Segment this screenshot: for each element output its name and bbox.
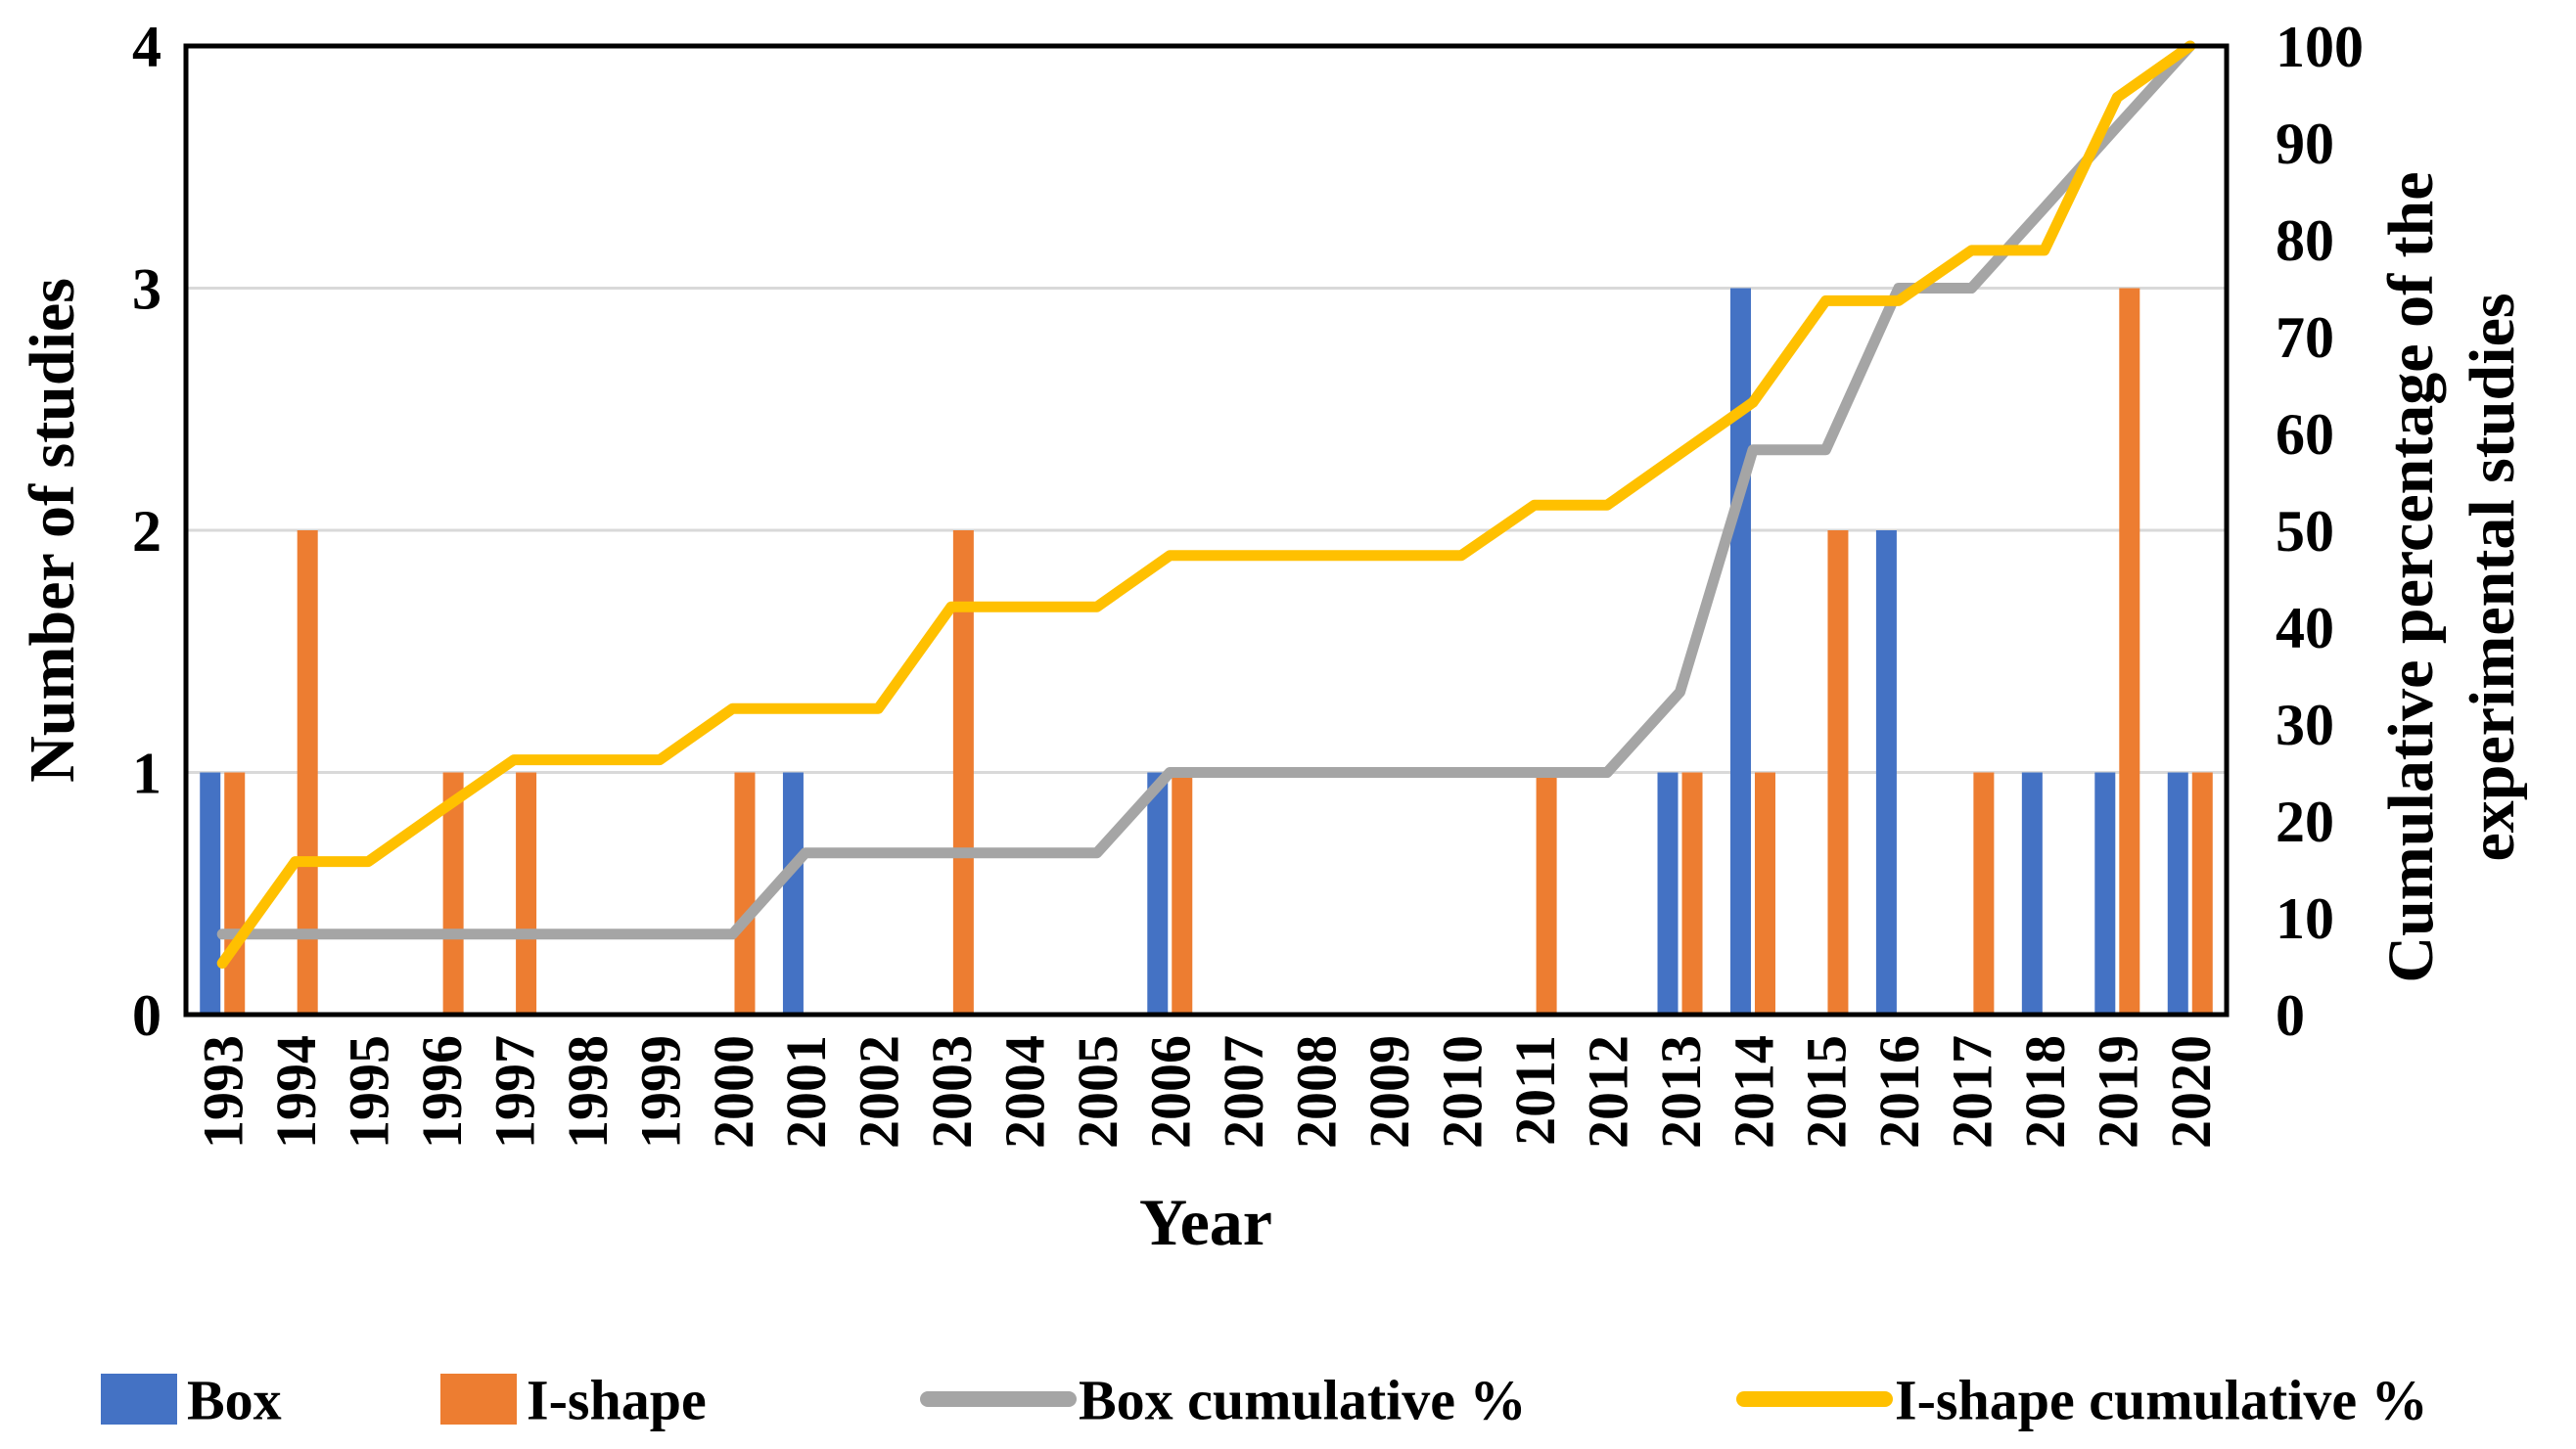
year-label-2000: 2000 — [702, 1035, 765, 1149]
legend: Box I-shape Box cumulative % I-shape cum… — [101, 1368, 2428, 1431]
legend-item-ishape-cumulative: I-shape cumulative % — [1736, 1368, 2428, 1431]
left-tick-3: 3 — [132, 257, 161, 322]
left-tick-2: 2 — [132, 499, 161, 564]
bar-i-shape-2020 — [2191, 772, 2213, 1015]
legend-label-ishape-cumulative: I-shape cumulative % — [1895, 1368, 2428, 1431]
right-axis-title-line1: Cumulative percentage of the — [2375, 171, 2447, 982]
year-label-1999: 1999 — [628, 1035, 692, 1149]
right-tick-50: 50 — [2276, 499, 2334, 564]
bar-i-shape-1993 — [224, 772, 246, 1015]
right-tick-100: 100 — [2276, 15, 2364, 79]
year-label-2017: 2017 — [1941, 1035, 2004, 1149]
year-label-2005: 2005 — [1066, 1035, 1129, 1149]
year-label-1998: 1998 — [556, 1035, 620, 1149]
year-label-1994: 1994 — [264, 1035, 328, 1149]
right-tick-40: 40 — [2276, 596, 2334, 660]
right-tick-90: 90 — [2276, 112, 2334, 176]
bar-i-shape-1997 — [516, 772, 537, 1015]
bar-box-1993 — [200, 772, 221, 1015]
bar-i-shape-2006 — [1172, 772, 1193, 1015]
year-label-2020: 2020 — [2159, 1035, 2223, 1149]
bar-i-shape-2015 — [1827, 530, 1849, 1015]
bar-i-shape-1996 — [442, 772, 464, 1015]
year-label-2016: 2016 — [1867, 1035, 1931, 1149]
bar-i-shape-2014 — [1754, 772, 1775, 1015]
bar-box-2006 — [1147, 772, 1169, 1015]
legend-label-box: Box — [187, 1368, 282, 1431]
x-axis-title: Year — [1139, 1185, 1272, 1259]
year-label-2001: 2001 — [774, 1035, 838, 1149]
year-label-1993: 1993 — [192, 1035, 255, 1149]
box-swatch-icon — [101, 1374, 177, 1425]
year-label-2014: 2014 — [1722, 1035, 1785, 1149]
year-label-2013: 2013 — [1649, 1035, 1713, 1149]
right-tick-0: 0 — [2276, 983, 2305, 1048]
bar-box-2001 — [782, 772, 804, 1015]
bar-box-2016 — [1875, 530, 1897, 1015]
left-axis-ticks: 0 1 2 3 4 — [132, 15, 161, 1048]
bar-i-shape-2019 — [2119, 288, 2140, 1015]
year-label-2007: 2007 — [1212, 1035, 1275, 1149]
right-tick-30: 30 — [2276, 693, 2334, 757]
year-label-1996: 1996 — [410, 1035, 474, 1149]
right-tick-80: 80 — [2276, 208, 2334, 273]
year-label-2006: 2006 — [1139, 1035, 1203, 1149]
x-axis-year-labels: 1993 1994 1995 1996 1997 1998 1999 2000 2001 2002… — [192, 1035, 2224, 1149]
legend-item-ishape: I-shape — [440, 1368, 707, 1431]
ishape-swatch-icon — [440, 1374, 517, 1425]
bar-box-2019 — [2094, 772, 2116, 1015]
year-label-2008: 2008 — [1285, 1035, 1349, 1149]
bar-box-2020 — [2167, 772, 2188, 1015]
bar-box-2013 — [1657, 772, 1679, 1015]
legend-label-box-cumulative: Box cumulative % — [1079, 1368, 1527, 1431]
right-axis-title-line2: experimental studies — [2457, 293, 2528, 861]
bar-i-shape-2013 — [1681, 772, 1703, 1015]
year-label-2003: 2003 — [920, 1035, 984, 1149]
bar-box-2018 — [2021, 772, 2043, 1015]
legend-label-ishape: I-shape — [527, 1368, 707, 1431]
bar-i-shape-2017 — [1973, 772, 1995, 1015]
bar-i-shape-2003 — [952, 530, 974, 1015]
left-tick-1: 1 — [132, 742, 161, 806]
right-axis-ticks: 0 10 20 30 40 50 60 70 80 90 100 — [2276, 15, 2364, 1048]
year-label-2009: 2009 — [1357, 1035, 1421, 1149]
year-label-1997: 1997 — [483, 1035, 546, 1149]
right-tick-10: 10 — [2276, 886, 2334, 951]
year-label-2010: 2010 — [1430, 1035, 1494, 1149]
right-tick-70: 70 — [2276, 305, 2334, 370]
year-label-2018: 2018 — [2013, 1035, 2077, 1149]
bar-box-2014 — [1729, 288, 1751, 1015]
left-axis-title: Number of studies — [17, 278, 88, 783]
year-label-2012: 2012 — [1576, 1035, 1639, 1149]
year-label-1995: 1995 — [338, 1035, 401, 1149]
line-i-shape-cumulative- — [216, 40, 2196, 969]
year-label-2011: 2011 — [1503, 1035, 1567, 1146]
left-tick-0: 0 — [132, 983, 161, 1048]
bar-i-shape-2000 — [734, 772, 756, 1015]
gridlines — [186, 287, 2227, 774]
year-label-2019: 2019 — [2087, 1035, 2150, 1149]
left-tick-4: 4 — [132, 15, 161, 79]
bar-series — [200, 288, 2213, 1015]
legend-item-box: Box — [101, 1368, 282, 1431]
year-label-2015: 2015 — [1795, 1035, 1859, 1149]
year-label-2004: 2004 — [993, 1035, 1057, 1149]
plot-border — [183, 43, 2230, 1018]
year-label-2002: 2002 — [848, 1035, 911, 1149]
line-series — [216, 40, 2196, 969]
bar-i-shape-2011 — [1536, 772, 1557, 1015]
right-tick-60: 60 — [2276, 402, 2334, 467]
line-box-cumulative- — [216, 40, 2196, 940]
legend-item-box-cumulative: Box cumulative % — [920, 1368, 1527, 1431]
bar-i-shape-1994 — [297, 530, 318, 1015]
right-tick-20: 20 — [2276, 790, 2334, 854]
